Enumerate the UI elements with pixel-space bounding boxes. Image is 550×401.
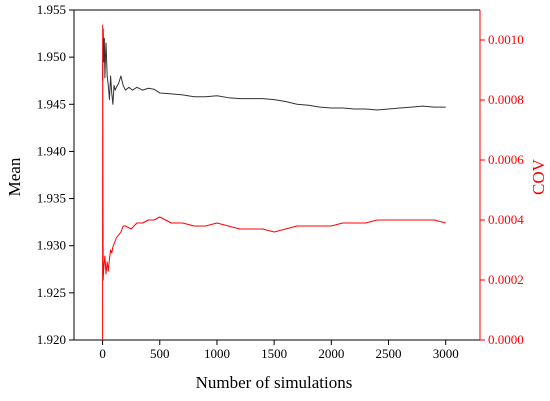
x-tick-label: 2000 [318, 346, 344, 361]
x-tick-label: 1500 [261, 346, 287, 361]
y-left-tick-label: 1.945 [37, 96, 66, 111]
mean-series-line [102, 28, 446, 111]
y-right-tick-label: 0.0004 [488, 212, 524, 227]
x-axis-title: Number of simulations [196, 373, 353, 392]
y-right-tick-label: 0.0002 [488, 272, 524, 287]
y-left-tick-label: 1.955 [37, 2, 66, 17]
x-tick-label: 1000 [204, 346, 230, 361]
y-right-tick-label: 0.0010 [488, 32, 524, 47]
x-tick-label: 500 [150, 346, 170, 361]
y-right-tick-label: 0.0006 [488, 152, 524, 167]
y-left-tick-label: 1.950 [37, 49, 66, 64]
y-axis-left-title: Mean [5, 157, 24, 196]
plot-area: 0 500 1000 1500 2000 2500 3000 1.920 1.925 1.930 1… [37, 2, 525, 361]
y-right-tick-label: 0.0000 [488, 332, 524, 347]
y-left-tick-label: 1.920 [37, 332, 66, 347]
y-left-tick-label: 1.930 [37, 238, 66, 253]
y-left-tick-label: 1.925 [37, 285, 66, 300]
x-tick-label: 3000 [433, 346, 459, 361]
y-left-tick-label: 1.940 [37, 143, 66, 158]
y-left-tick-label: 1.935 [37, 191, 66, 206]
cov-series-line [102, 24, 446, 341]
y-right-tick-label: 0.0008 [488, 92, 524, 107]
x-tick-label: 0 [99, 346, 106, 361]
y-axis-right-title: COV [529, 158, 548, 195]
x-tick-label: 2500 [376, 346, 402, 361]
